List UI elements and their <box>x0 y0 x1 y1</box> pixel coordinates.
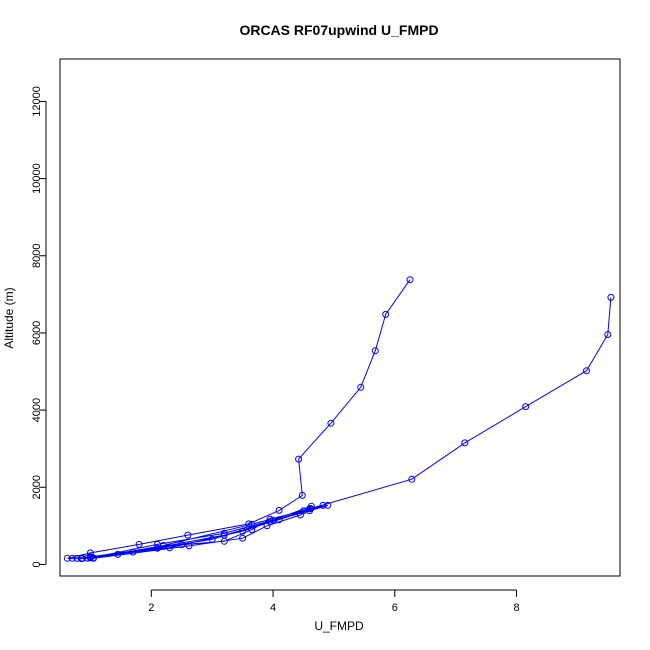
series-layer <box>63 276 615 563</box>
data-point <box>604 331 612 338</box>
data-point <box>583 367 590 375</box>
data-point <box>153 544 161 552</box>
data-point <box>298 491 306 499</box>
data-point <box>220 529 228 537</box>
data-point <box>382 310 390 318</box>
data-point <box>166 544 174 552</box>
data-point <box>607 293 615 301</box>
plot-frame <box>59 58 621 577</box>
data-point <box>86 549 94 557</box>
data-point <box>295 455 303 463</box>
data-point <box>327 419 335 427</box>
data-point <box>296 511 304 519</box>
chart-title: ORCAS RF07upwind U_FMPD <box>239 22 438 38</box>
data-point <box>220 531 228 539</box>
data-point <box>208 535 216 543</box>
data-point <box>263 522 271 530</box>
data-point <box>371 347 379 355</box>
data-point <box>239 534 247 542</box>
x-tick-label: 4 <box>270 602 276 614</box>
x-tick-label: 6 <box>392 602 398 614</box>
data-point <box>266 515 274 523</box>
data-point <box>79 554 86 562</box>
data-point <box>184 531 192 539</box>
data-point <box>178 541 186 549</box>
series-line <box>67 279 612 560</box>
data-point <box>461 439 469 447</box>
y-tick-label: 6000 <box>31 321 43 345</box>
y-tick-label: 12000 <box>31 86 43 117</box>
y-tick-label: 0 <box>31 561 43 567</box>
x-axis-label: U_FMPD <box>314 619 364 633</box>
data-point <box>129 548 137 556</box>
y-axis-label: Altitude (m) <box>2 287 16 348</box>
data-point <box>324 501 332 509</box>
data-point <box>408 475 416 483</box>
y-tick-label: 2000 <box>31 475 43 499</box>
data-point <box>68 554 76 562</box>
data-point <box>307 505 315 512</box>
data-point <box>248 526 256 534</box>
y-tick-label: 10000 <box>31 163 43 194</box>
data-point <box>406 276 414 284</box>
data-point <box>275 506 283 514</box>
data-point <box>160 542 167 549</box>
data-point <box>63 554 71 562</box>
data-point <box>114 550 122 558</box>
data-point <box>319 501 327 509</box>
data-point <box>275 516 283 524</box>
data-point <box>90 554 97 562</box>
data-point <box>357 383 365 391</box>
y-tick-label: 4000 <box>31 398 43 422</box>
y-tick-label: 8000 <box>31 244 43 268</box>
x-tick-label: 8 <box>513 602 519 614</box>
data-point <box>522 403 530 411</box>
data-point <box>185 542 193 550</box>
data-point <box>239 527 247 535</box>
data-point <box>245 520 253 528</box>
y-axis: 0 2000 4000 6000 8000 10000 12000 <box>31 86 47 567</box>
x-axis: 2 4 6 8 <box>148 589 520 614</box>
data-point <box>248 520 256 528</box>
data-point <box>135 540 143 548</box>
x-tick-label: 2 <box>148 602 154 614</box>
